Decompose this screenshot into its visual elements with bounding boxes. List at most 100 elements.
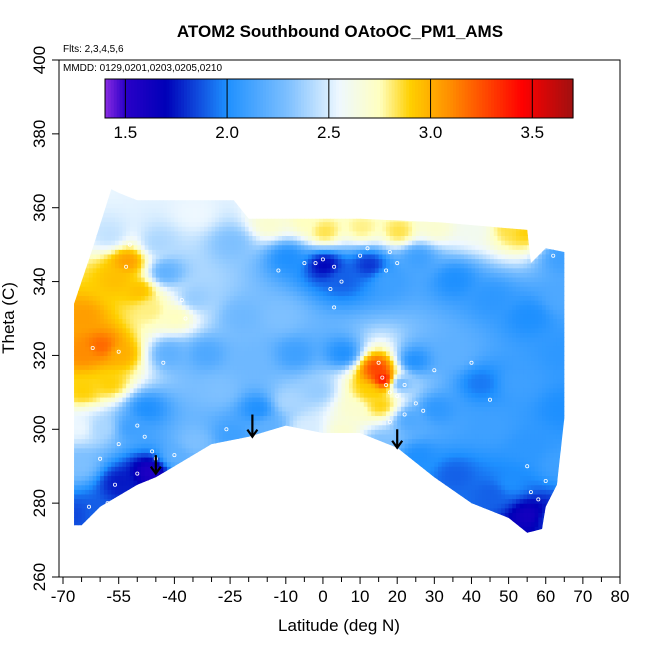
heatmap-cell — [200, 332, 205, 338]
heatmap-cell — [114, 507, 120, 513]
heatmap-cell — [241, 420, 246, 426]
heatmap-cell — [308, 295, 313, 301]
heatmap-cell — [96, 318, 101, 324]
heatmap-cell — [103, 461, 109, 467]
heatmap-cell — [140, 281, 146, 287]
heatmap-cell — [189, 401, 194, 407]
heatmap-cell — [218, 309, 224, 315]
heatmap-cell — [166, 530, 172, 533]
heatmap-cell — [148, 203, 153, 209]
heatmap-cell — [308, 452, 313, 458]
heatmap-cell — [285, 424, 291, 430]
heatmap-cell — [137, 438, 142, 444]
heatmap-cell — [118, 401, 124, 407]
heatmap-cell — [252, 207, 257, 213]
heatmap-cell — [308, 401, 313, 407]
heatmap-cell — [85, 193, 90, 200]
heatmap-cell — [103, 466, 109, 472]
heatmap-cell — [241, 323, 246, 329]
heatmap-cell — [293, 221, 298, 227]
heatmap-cell — [118, 493, 124, 500]
heatmap-cell — [74, 304, 75, 310]
heatmap-cell — [200, 244, 205, 250]
heatmap-cell — [85, 498, 90, 504]
heatmap-cell — [296, 438, 302, 444]
heatmap-cell — [77, 212, 83, 218]
heatmap-cell — [256, 369, 261, 375]
heatmap-cell — [185, 521, 190, 527]
heatmap-cell — [74, 346, 79, 352]
heatmap-cell — [118, 433, 124, 440]
heatmap-cell — [74, 226, 75, 232]
heatmap-cell — [103, 350, 109, 357]
heatmap-cell — [159, 189, 164, 190]
heatmap-cell — [81, 424, 86, 430]
heatmap-cell — [103, 415, 109, 421]
heatmap-cell — [114, 216, 120, 223]
heatmap-cell — [181, 466, 187, 472]
heatmap-cell — [222, 429, 227, 435]
heatmap-cell — [285, 480, 291, 486]
heatmap-cell — [126, 336, 131, 343]
heatmap-cell — [304, 461, 309, 467]
heatmap-cell — [267, 341, 272, 347]
heatmap-cell — [92, 415, 98, 421]
heatmap-cell — [248, 350, 253, 357]
heatmap-cell — [107, 244, 112, 250]
heatmap-cell — [244, 253, 250, 260]
heatmap-cell — [267, 480, 272, 486]
heatmap-cell — [226, 447, 231, 453]
heatmap-cell — [107, 452, 112, 458]
heatmap-cell — [189, 512, 194, 518]
heatmap-cell — [241, 240, 246, 246]
heatmap-cell — [81, 221, 86, 227]
heatmap-cell — [207, 203, 213, 209]
heatmap-cell — [114, 447, 120, 453]
heatmap-cell — [278, 433, 283, 440]
heatmap-cell — [96, 429, 101, 435]
heatmap-cell — [144, 521, 149, 527]
heatmap-cell — [189, 212, 194, 218]
heatmap-cell — [155, 244, 161, 250]
heatmap-cell — [222, 230, 227, 237]
heatmap-cell — [144, 480, 149, 486]
heatmap-cell — [111, 480, 116, 486]
heatmap-cell — [204, 452, 209, 458]
heatmap-cell — [159, 466, 164, 472]
heatmap-cell — [226, 355, 231, 361]
heatmap-cell — [133, 235, 138, 241]
heatmap-cell — [293, 281, 298, 287]
heatmap-cell — [163, 193, 168, 200]
heatmap-cell — [241, 341, 246, 347]
heatmap-cell — [300, 267, 305, 273]
heatmap-cell — [74, 461, 75, 467]
heatmap-cell — [244, 341, 250, 347]
heatmap-cell — [170, 203, 175, 209]
heatmap-cell — [155, 489, 161, 495]
heatmap-cell — [77, 346, 83, 352]
heatmap-cell — [81, 313, 86, 320]
heatmap-cell — [200, 189, 205, 195]
heatmap-cell — [215, 452, 220, 458]
heatmap-cell — [170, 336, 175, 343]
heatmap-cell — [308, 466, 313, 472]
heatmap-cell — [226, 230, 231, 237]
heatmap-cell — [77, 350, 83, 357]
heatmap-cell — [148, 341, 153, 347]
heatmap-cell — [241, 433, 246, 440]
heatmap-cell — [111, 276, 116, 283]
heatmap-cell — [170, 530, 175, 533]
heatmap-cell — [233, 286, 239, 292]
heatmap-cell — [144, 420, 149, 426]
heatmap-cell — [88, 373, 94, 380]
heatmap-cell — [263, 249, 268, 255]
heatmap-cell — [129, 281, 135, 287]
heatmap-cell — [248, 480, 253, 486]
heatmap-cell — [204, 189, 209, 195]
heatmap-cell — [159, 456, 164, 463]
heatmap-cell — [178, 369, 183, 375]
heatmap-cell — [226, 507, 231, 513]
heatmap-cell — [122, 327, 127, 333]
heatmap-cell — [238, 535, 242, 540]
heatmap-cell — [215, 198, 220, 204]
